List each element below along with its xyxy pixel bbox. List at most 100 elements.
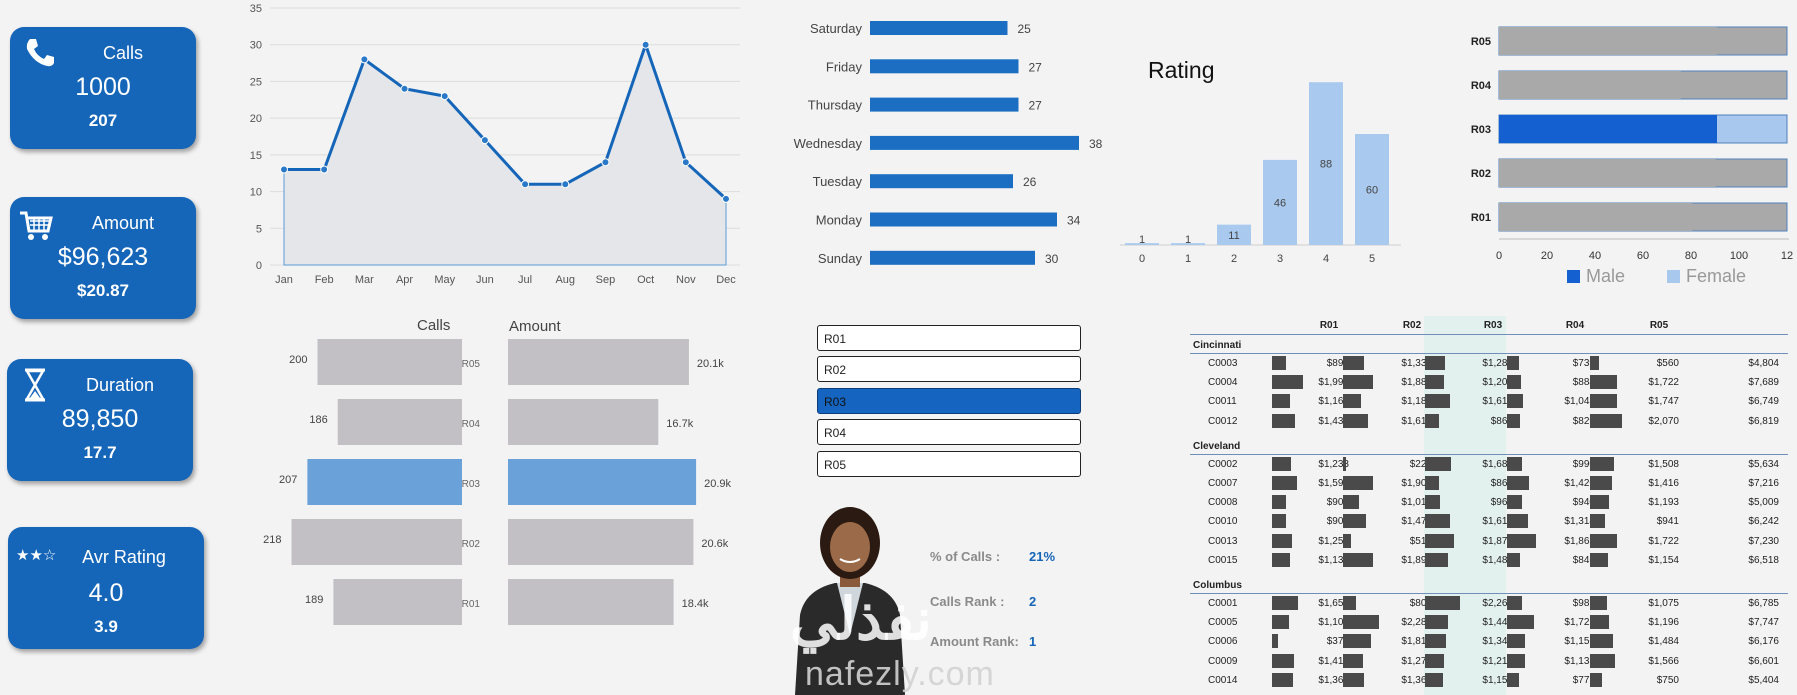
bar-male (1499, 27, 1717, 55)
value-cell: $1,508 (1648, 458, 1679, 470)
bar-male (1499, 71, 1681, 99)
value-cell: $1,156 (1564, 636, 1595, 648)
row-code: C0003 (1208, 358, 1238, 369)
row-total: $5,009 (1748, 497, 1779, 509)
row-code: C0013 (1208, 535, 1238, 547)
value-cell: $1,874 (1482, 535, 1513, 547)
value-cell: $990 (1572, 458, 1595, 470)
value-bar (1343, 672, 1365, 687)
data-label: 27 (1029, 99, 1043, 113)
slicer-item-r03[interactable]: R03 (817, 388, 1081, 414)
value-cell: $1,180 (1401, 396, 1432, 408)
value-bar (1343, 533, 1352, 548)
value-cell: $1,907 (1401, 478, 1432, 489)
header-underline (1190, 334, 1788, 335)
bar-male (1499, 115, 1717, 143)
bar-male (1499, 203, 1693, 231)
value-cell: $2,280 (1401, 617, 1432, 629)
slicer-item-r01[interactable]: R01 (817, 325, 1081, 351)
rep-photo (795, 507, 905, 695)
value-bar (1507, 375, 1521, 390)
row-code: C0014 (1208, 674, 1238, 686)
group-label: Cincinnati (1193, 340, 1242, 351)
row-code: C0010 (1208, 516, 1238, 528)
value-bar (1425, 596, 1461, 610)
slicer-item-r02[interactable]: R02 (817, 356, 1081, 382)
calls-bar (317, 339, 462, 385)
data-label: 88 (1320, 159, 1332, 171)
row-code: C0007 (1208, 478, 1238, 489)
amount-label: 20.6k (701, 538, 728, 550)
row-total: $6,518 (1748, 554, 1779, 566)
slicer-item-r05[interactable]: R05 (817, 451, 1081, 477)
value-cell: $1,362 (1318, 674, 1349, 686)
value-cell: $1,233 (1318, 458, 1349, 470)
value-bar (1590, 596, 1607, 610)
row-total: $6,819 (1748, 415, 1779, 427)
value-bar (1425, 375, 1444, 390)
y-tick-label: 0 (256, 260, 262, 272)
stat-value-calls-rank: 2 (1029, 594, 1037, 609)
value-cell: $1,484 (1648, 636, 1679, 648)
watermark-latin: nafezly.com (805, 655, 995, 693)
row-total: $6,785 (1748, 598, 1779, 609)
data-label: 27 (1029, 60, 1043, 74)
weekday-calls-chart: Saturday 25 Friday 27 Thursday 27 Wednesday 38 T… (794, 21, 1103, 266)
data-point (320, 165, 329, 174)
data-point (601, 158, 610, 167)
stars-icon: ★★☆ (16, 547, 57, 564)
bar (870, 174, 1013, 189)
y-tick-label: 25 (250, 76, 262, 88)
value-bar (1272, 596, 1298, 610)
value-bar (1507, 413, 1520, 428)
value-cell: $1,255 (1318, 535, 1349, 547)
amount-label: 16.7k (666, 418, 693, 430)
value-cell: $1,886 (1401, 377, 1432, 389)
value-bar (1425, 356, 1446, 370)
value-cell: $1,470 (1401, 516, 1432, 528)
row-code: C0011 (1208, 396, 1237, 408)
value-bar (1343, 514, 1366, 529)
bar (1263, 159, 1297, 245)
value-bar (1590, 476, 1613, 490)
row-code: C0015 (1208, 554, 1238, 566)
value-bar (1343, 394, 1362, 409)
value-cell: $777 (1572, 674, 1595, 686)
category-label: R04 (1471, 80, 1492, 92)
value-cell: $372 (1326, 636, 1349, 648)
row-total: $6,242 (1748, 516, 1779, 528)
row-total: $7,230 (1748, 535, 1779, 547)
x-tick-label: Sep (596, 274, 616, 286)
row-total: $6,176 (1748, 636, 1779, 648)
value-cell: $1,655 (1318, 598, 1349, 609)
slicer-item-r04[interactable]: R04 (817, 419, 1081, 445)
x-tick-label: Jan (275, 274, 293, 286)
phone-icon (26, 39, 54, 67)
value-bar (1425, 615, 1448, 630)
value-bar (1343, 615, 1379, 630)
value-cell: $805 (1409, 598, 1432, 609)
data-point (641, 40, 650, 49)
value-cell: $1,163 (1318, 396, 1349, 408)
kpi-value: 4.0 (88, 579, 124, 607)
value-bar (1590, 533, 1617, 548)
row-total: $6,601 (1748, 655, 1779, 667)
bar (870, 135, 1079, 150)
x-tick-label: May (434, 274, 455, 286)
category-label: Monday (816, 213, 863, 228)
value-bar (1507, 533, 1537, 548)
value-bar (1343, 634, 1372, 649)
calls-label: 207 (279, 474, 297, 486)
value-cell: $1,438 (1318, 415, 1349, 427)
data-point (400, 84, 409, 93)
row-total: $7,216 (1748, 478, 1779, 489)
data-label: 1 (1139, 234, 1145, 246)
bar (870, 59, 1019, 74)
x-tick-label: 1 (1185, 253, 1191, 265)
value-cell: $1,314 (1564, 516, 1595, 528)
category-label: Saturday (810, 21, 863, 36)
rep-label: R01 (462, 599, 481, 610)
row-code: C0005 (1208, 617, 1238, 629)
bar (1217, 224, 1251, 245)
